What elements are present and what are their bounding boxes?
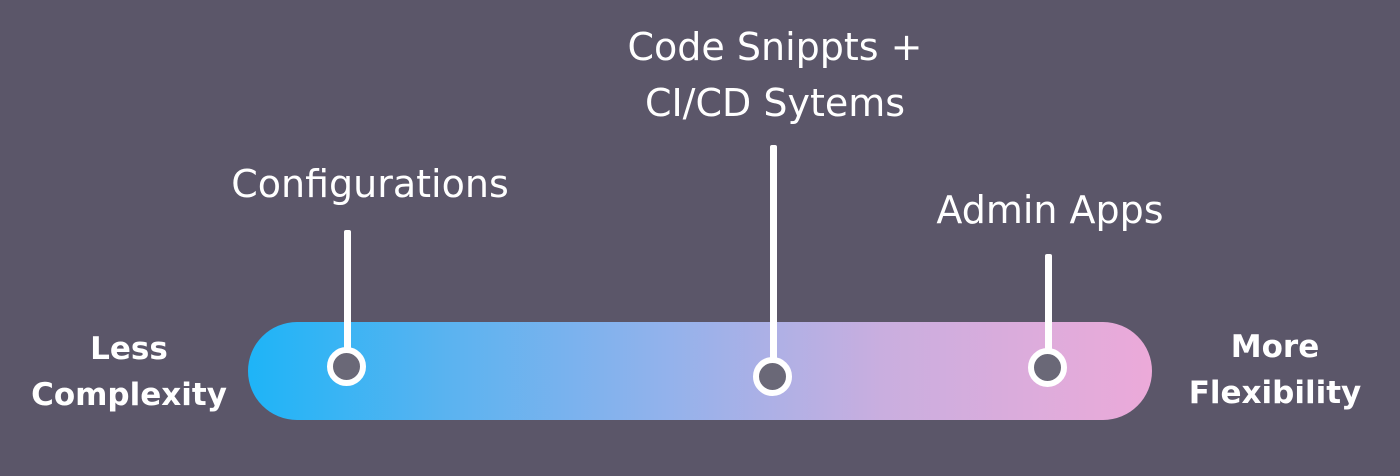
left-label-line-1: Less [90, 331, 168, 367]
marker-stem-configurations [344, 230, 351, 362]
marker-dot-configurations [327, 347, 366, 386]
marker-stem-code-snippets [770, 145, 777, 377]
gradient-scale-bar [248, 322, 1152, 420]
marker-stem-admin-apps [1045, 254, 1052, 364]
marker-label-line: CI/CD Sytems [644, 81, 906, 125]
right-label-line-1: More [1230, 329, 1320, 365]
marker-dot-code-snippets [753, 357, 792, 396]
marker-label-configurations: Configurations [200, 156, 540, 212]
marker-label-code-snippets: Code Snippts + CI/CD Sytems [590, 19, 960, 131]
more-flexibility-label: More Flexibility [1170, 324, 1380, 416]
right-label-line-2: Flexibility [1188, 375, 1362, 411]
marker-label-line: Code Snippts + [627, 25, 923, 69]
marker-label-line: Admin Apps [936, 188, 1164, 232]
left-label-line-2: Complexity [31, 377, 227, 413]
marker-dot-admin-apps [1028, 348, 1067, 387]
marker-label-line: Configurations [231, 162, 509, 206]
marker-label-admin-apps: Admin Apps [910, 182, 1190, 238]
less-complexity-label: Less Complexity [18, 326, 240, 418]
